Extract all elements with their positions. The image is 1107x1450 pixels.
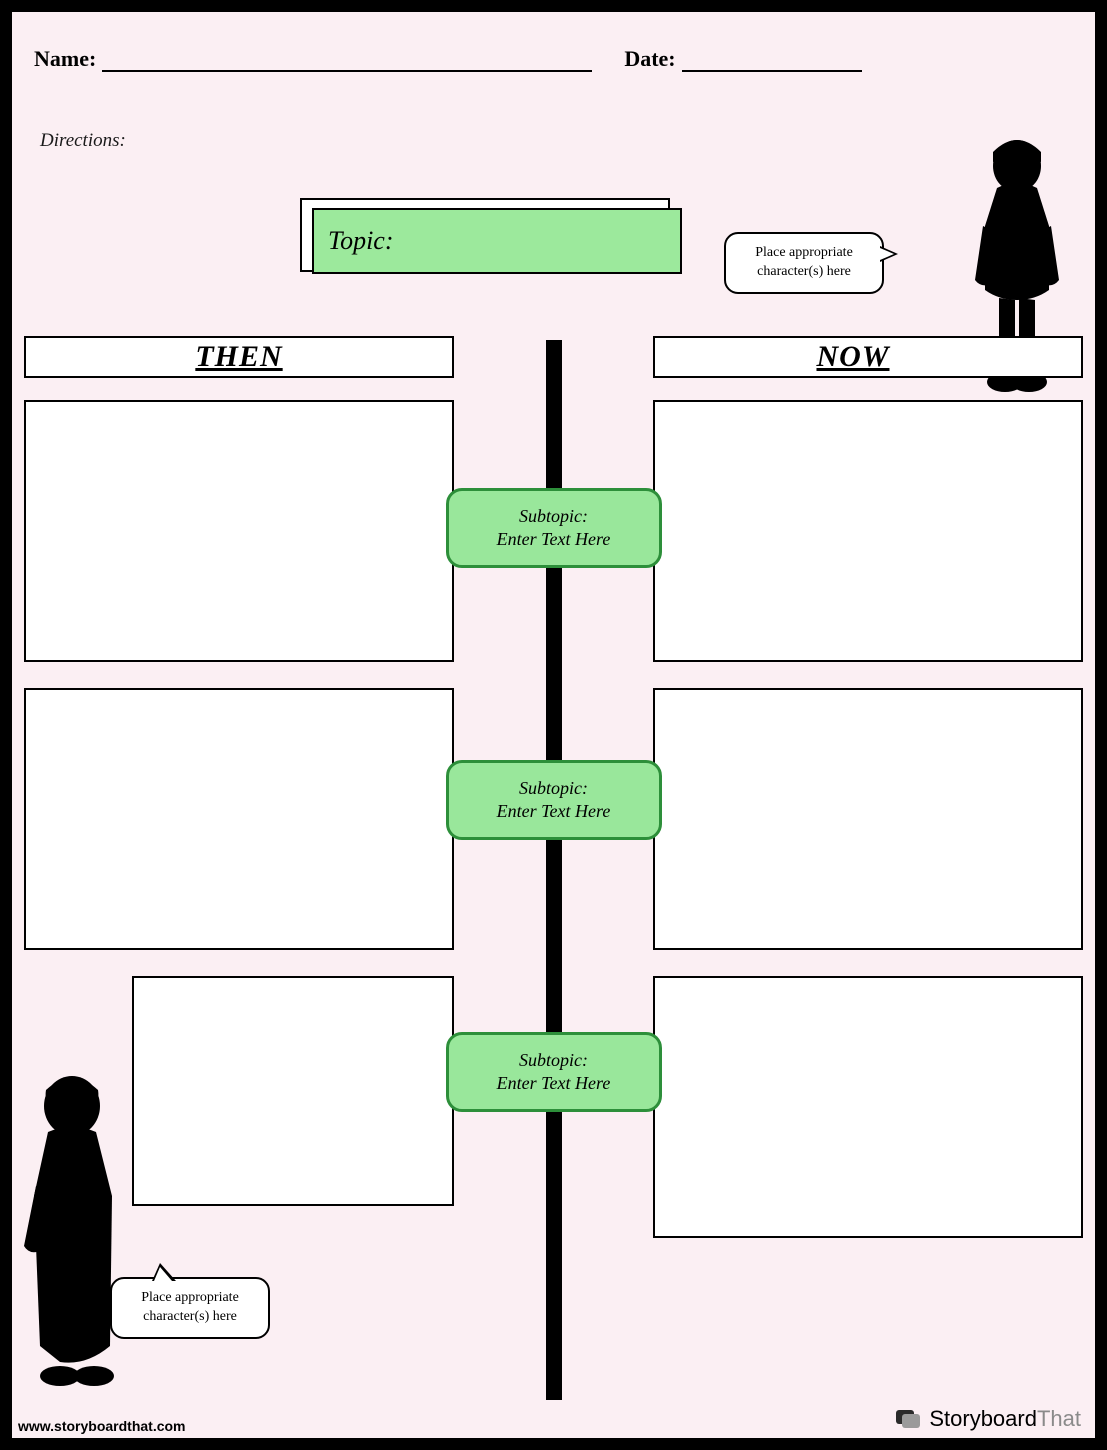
bubble-top-text: Place appropriate character(s) here bbox=[755, 245, 853, 279]
footer-logo: StoryboardThat bbox=[895, 1406, 1081, 1432]
name-blank-line[interactable] bbox=[102, 70, 592, 72]
storyboard-logo-icon bbox=[895, 1407, 921, 1431]
date-blank-line[interactable] bbox=[682, 70, 862, 72]
subtopic-title-3: Subtopic: bbox=[519, 1049, 588, 1072]
footer-brand-1: Storyboard bbox=[929, 1406, 1037, 1431]
name-label: Name: bbox=[34, 46, 96, 72]
content-box-now-1[interactable] bbox=[653, 400, 1083, 662]
topic-box[interactable]: Topic: bbox=[312, 208, 682, 274]
topic-label: Topic: bbox=[328, 226, 394, 256]
content-box-now-3[interactable] bbox=[653, 976, 1083, 1238]
character-silhouette-bottom bbox=[16, 1066, 136, 1396]
content-box-then-3[interactable] bbox=[132, 976, 454, 1206]
header-row: Name: Date: bbox=[34, 46, 1073, 72]
bubble-bottom-text: Place appropriate character(s) here bbox=[141, 1290, 239, 1324]
subtopic-pill-3[interactable]: Subtopic: Enter Text Here bbox=[446, 1032, 662, 1112]
footer-url: www.storyboardthat.com bbox=[18, 1418, 186, 1434]
subtopic-pill-1[interactable]: Subtopic: Enter Text Here bbox=[446, 488, 662, 568]
subtopic-placeholder-3: Enter Text Here bbox=[497, 1072, 611, 1095]
worksheet-page: Name: Date: Directions: Topic: Place app… bbox=[12, 12, 1095, 1438]
content-box-now-2[interactable] bbox=[653, 688, 1083, 950]
column-header-now: NOW bbox=[653, 336, 1083, 378]
directions-label: Directions: bbox=[40, 130, 126, 152]
speech-bubble-bottom: Place appropriate character(s) here bbox=[110, 1277, 270, 1339]
content-box-then-1[interactable] bbox=[24, 400, 454, 662]
now-label: NOW bbox=[816, 340, 919, 374]
date-label: Date: bbox=[624, 46, 675, 72]
content-box-then-2[interactable] bbox=[24, 688, 454, 950]
subtopic-title-1: Subtopic: bbox=[519, 505, 588, 528]
footer-brand-2: That bbox=[1037, 1406, 1081, 1431]
subtopic-placeholder-2: Enter Text Here bbox=[497, 800, 611, 823]
subtopic-placeholder-1: Enter Text Here bbox=[497, 528, 611, 551]
subtopic-title-2: Subtopic: bbox=[519, 777, 588, 800]
subtopic-pill-2[interactable]: Subtopic: Enter Text Here bbox=[446, 760, 662, 840]
column-header-then: THEN bbox=[24, 336, 454, 378]
then-label: THEN bbox=[195, 340, 282, 374]
speech-bubble-top: Place appropriate character(s) here bbox=[724, 232, 884, 294]
